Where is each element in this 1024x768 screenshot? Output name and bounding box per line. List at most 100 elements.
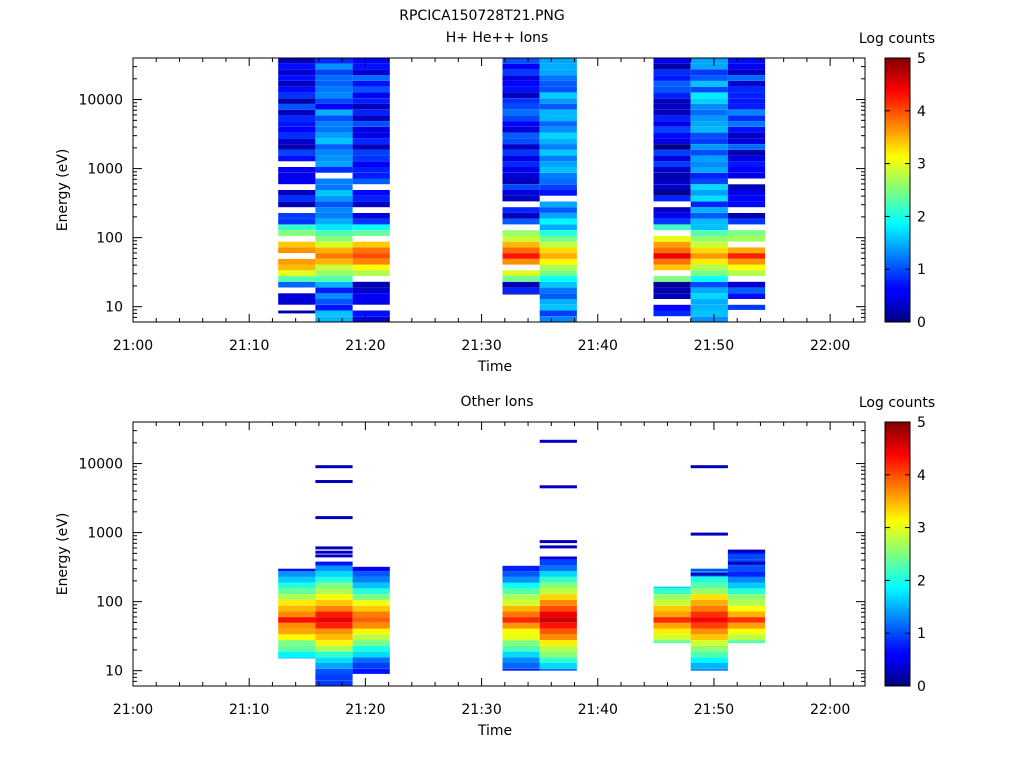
heatmap-cell [539,559,577,566]
colorbar-ticks: 0 1 2 3 4 5 [885,415,926,695]
heatmap-cell [352,253,390,259]
heatmap-cell [539,594,577,600]
heatmap-cell [315,634,353,640]
heatmap-cell [502,634,540,640]
heatmap-cell [278,132,316,139]
heatmap-cell [315,167,353,173]
colorbar-tick-label: 1 [917,626,926,642]
heatmap-cell [502,98,540,104]
heatmap-cell [315,304,353,311]
heatmap-cell [502,293,540,295]
heatmap-cell [539,622,577,629]
heatmap-cell [502,628,540,635]
heatmap-cell [278,98,316,104]
heatmap-cell [352,634,390,640]
heatmap-cell [653,149,691,156]
heatmap-cell [539,126,577,133]
heatmap-cell [315,149,353,156]
heatmap-cell [539,640,577,646]
heatmap-cell [653,161,691,167]
heatmap-cell [539,599,577,606]
heatmap-cell [653,622,691,629]
heatmap-cell [690,58,728,64]
heatmap-cell [502,241,540,248]
heatmap-cell [539,167,577,173]
heatmap-cell [727,155,766,162]
colorbar [884,421,911,687]
y-axis-label: Energy (eV) [55,513,71,596]
heatmap-cell [315,115,353,122]
heatmap-cell [502,184,540,190]
heatmap-cell [727,594,766,600]
heatmap-cell [539,293,577,299]
heatmap-cell [727,561,766,565]
heatmap-cell [502,640,540,646]
heatmap-cell [690,611,728,618]
heatmap-cell [539,218,577,225]
heatmap-cell [352,58,390,64]
heatmap-cell [352,195,390,202]
heatmap-cell [727,230,766,236]
heatmap-cell [352,588,390,595]
heatmap-cell [315,253,353,259]
heatmap-cell [690,224,728,231]
heatmap-cell [653,605,691,612]
heatmap-cell [315,582,353,589]
heatmap-cell [502,178,540,185]
heatmap-cell [727,247,766,254]
heatmap-cell [315,190,353,196]
heatmap-cell [727,98,766,104]
heatmap-cell [539,213,577,219]
heatmap-cell [690,668,728,671]
heatmap-cell [653,132,691,139]
heatmap-cell [502,253,540,259]
heatmap-cell [502,207,540,213]
heatmap-cell [315,281,353,288]
heatmap-cell [352,155,390,162]
heatmap-cell [315,138,353,144]
heatmap-cell [727,617,766,623]
heatmap-cell [727,253,766,259]
heatmap-cell [278,115,316,122]
heatmap-cell [502,651,540,658]
heatmap-cell [315,546,353,550]
heatmap-cell [315,680,353,686]
heatmap-cell [315,663,353,669]
heatmap-cell [690,241,728,248]
colorbar-tick-label: 4 [917,468,926,484]
heatmap-cell [315,247,353,254]
y-tick-label: 100 [96,595,123,611]
heatmap-cell [315,605,353,612]
heatmap-cell [653,63,691,70]
heatmap-cell [653,184,691,190]
heatmap-cell [653,276,691,282]
heatmap-cell [352,63,390,70]
heatmap-cell [502,235,540,242]
heatmap-cell [690,287,728,294]
heatmap-cell [690,138,728,144]
heatmap-cell [315,230,353,236]
heatmap-cell [539,304,577,311]
heatmap-cell [653,126,691,133]
heatmap-cell [278,611,316,618]
heatmap-cell [502,149,540,156]
heatmap-cell [727,571,766,577]
heatmap-cell [539,253,577,259]
heatmap-cell [352,293,390,299]
heatmap-cell [502,190,540,196]
heatmap-cell [539,81,577,87]
heatmap-cell [727,549,766,553]
heatmap-cell [539,485,577,489]
heatmap-cell [727,184,766,190]
heatmap-cell [278,201,316,208]
heatmap-cell [315,207,353,213]
heatmap-cell [278,149,316,156]
heatmap-cell [315,235,353,242]
heatmap-cell [315,86,353,93]
heatmap-cell [502,63,540,70]
heatmap-cell [539,545,577,549]
heatmap-cells [278,439,766,686]
colorbar-tick-label: 3 [917,521,926,537]
colorbar-tick-label: 2 [917,573,926,589]
heatmap-cell [539,172,577,179]
